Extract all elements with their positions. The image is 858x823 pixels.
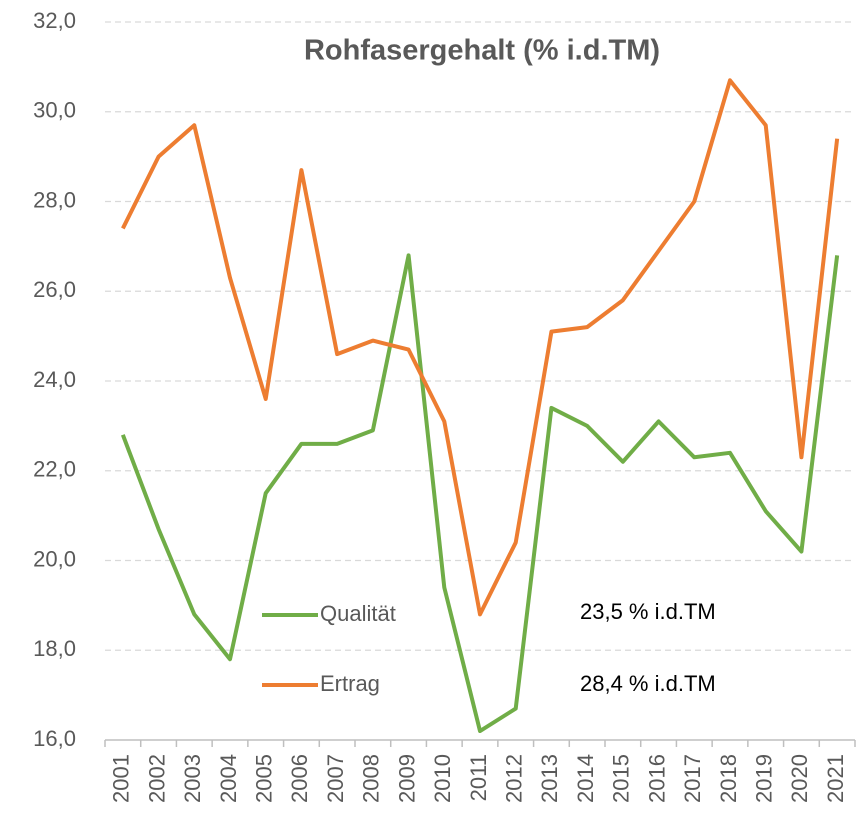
x-tick-label: 2016 [644,754,669,803]
x-tick-label: 2009 [394,754,419,803]
x-tick-label: 2013 [537,754,562,803]
x-tick-label: 2018 [716,754,741,803]
y-tick-label: 32,0 [33,8,76,33]
x-tick-label: 2003 [180,754,205,803]
x-tick-label: 2021 [823,754,848,803]
chart-title: Rohfasergehalt (% i.d.TM) [304,35,660,67]
data-line [120,253,840,734]
x-tick-label: 2017 [680,754,705,803]
x-tick-label: 2011 [466,754,491,801]
legend-label: Qualität [320,601,396,626]
x-tick-label: 2006 [287,754,312,803]
x-tick-label: 2010 [430,754,455,803]
y-tick-label: 30,0 [33,98,76,123]
x-tick-label: 2001 [109,754,134,803]
x-tick-label: 2012 [502,754,527,803]
y-tick-label: 20,0 [33,546,76,571]
x-tick-label: 2008 [359,754,384,803]
x-tick-label: 2004 [216,754,241,803]
y-tick-label: 16,0 [33,726,76,751]
x-tick-label: 2007 [323,754,348,803]
y-tick-label: 28,0 [33,187,76,212]
y-tick-label: 22,0 [33,457,76,482]
y-tick-label: 18,0 [33,636,76,661]
x-tick-label: 2019 [752,754,777,803]
x-tick-label: 2014 [573,754,598,803]
x-tick-label: 2002 [144,754,169,803]
x-tick-label: 2005 [252,754,277,803]
data-line [121,78,840,617]
x-tick-label: 2020 [787,754,812,803]
legend-label: Ertrag [320,671,380,696]
y-tick-label: 24,0 [33,367,76,392]
annotation: 23,5 % i.d.TM [580,599,716,624]
annotation: 28,4 % i.d.TM [580,671,716,696]
x-tick-label: 2015 [609,754,634,803]
y-tick-label: 26,0 [33,277,76,302]
